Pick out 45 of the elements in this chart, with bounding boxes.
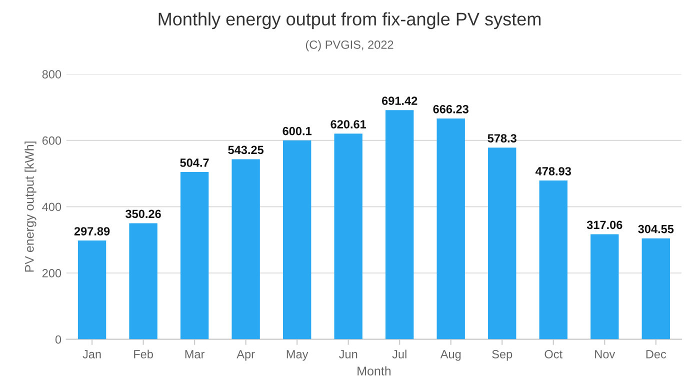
- data-label: 600.1: [282, 126, 312, 136]
- x-tick-label: Nov: [595, 350, 616, 358]
- data-label: 620.61: [330, 120, 366, 128]
- x-tick-label: Dec: [646, 350, 666, 358]
- y-tick-label: 600: [42, 136, 62, 145]
- data-label: 304.55: [638, 224, 674, 234]
- x-axis-title: Month: [358, 366, 391, 376]
- data-label: 691.42: [382, 96, 418, 105]
- bar: [232, 159, 260, 340]
- data-label: 504.7: [180, 158, 209, 167]
- bar: [334, 134, 362, 340]
- data-label: 317.06: [586, 220, 622, 230]
- x-tick-label: Apr: [236, 350, 255, 361]
- bar: [539, 180, 568, 340]
- chart-subtitle: (C) PVGIS, 2022: [306, 40, 394, 52]
- x-tick-label: Jun: [339, 350, 358, 358]
- y-tick-label: 0: [55, 335, 62, 344]
- bar: [180, 172, 209, 340]
- x-tick-label: Jul: [392, 350, 406, 358]
- bar: [129, 223, 158, 340]
- data-label: 666.23: [433, 104, 468, 114]
- bar: [642, 238, 670, 340]
- bar: [386, 110, 414, 340]
- y-tick-label: 400: [42, 202, 62, 212]
- data-label: 297.89: [74, 227, 110, 236]
- chart-title: Monthly energy output from fix-angle PV system: [158, 12, 540, 30]
- x-tick-label: Jan: [82, 350, 101, 358]
- y-tick-label: 200: [42, 269, 62, 278]
- x-tick-label: Feb: [134, 350, 153, 358]
- data-label: 543.25: [228, 146, 264, 154]
- y-tick-label: 800: [42, 70, 62, 78]
- x-tick-label: May: [286, 350, 308, 361]
- bar: [590, 234, 619, 340]
- y-axis-title: PV energy output [kWh]: [24, 142, 36, 272]
- data-label: 578.3: [488, 134, 516, 142]
- x-tick-label: Aug: [440, 350, 461, 361]
- bar: [488, 148, 516, 340]
- bar: [78, 240, 106, 340]
- bar: [282, 140, 312, 340]
- x-tick-label: Sep: [492, 350, 512, 361]
- data-label: 350.26: [126, 210, 161, 218]
- data-label: 478.93: [536, 167, 572, 176]
- x-tick-label: Oct: [544, 350, 562, 358]
- bar: [436, 118, 465, 340]
- x-tick-label: Mar: [185, 350, 205, 358]
